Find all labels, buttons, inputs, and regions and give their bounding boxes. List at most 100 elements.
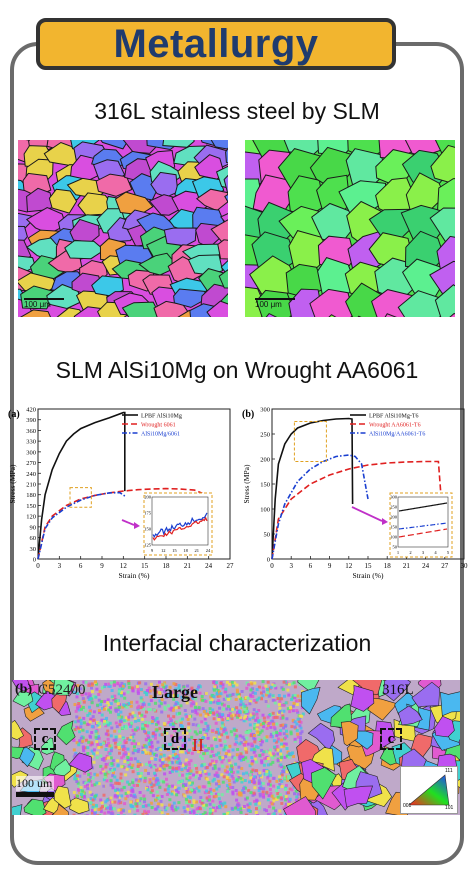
x-tick-label: 9 — [328, 562, 332, 570]
grain — [343, 785, 374, 808]
banner-title: Metallurgy — [113, 21, 319, 66]
inset-y-tick-label: 125 — [144, 543, 152, 548]
inset-y-tick-label: 200 — [390, 515, 398, 520]
region-box-c-left: c — [34, 728, 56, 750]
label-large: Large — [152, 682, 198, 702]
grain — [383, 680, 412, 702]
grain — [48, 188, 78, 214]
legend-entry: LPBF AlSi10Mg-T6 — [369, 414, 419, 420]
inset-series-line — [398, 522, 448, 530]
grain — [56, 720, 76, 746]
grain — [12, 719, 24, 741]
grain — [328, 314, 337, 317]
scale-bar-left: 100 μm — [24, 298, 64, 309]
inset-x-tick-label: 15 — [172, 548, 177, 553]
y-axis-label: Stress (MPa) — [8, 464, 17, 503]
inset-x-tick-label: 24 — [206, 548, 211, 553]
y-tick-label: 390 — [26, 417, 36, 424]
zoom-arrow-head — [134, 522, 140, 529]
grain — [12, 690, 34, 708]
inset-x-tick-label: 4 — [434, 550, 437, 555]
grain — [223, 174, 228, 195]
grain — [434, 715, 455, 738]
grain — [350, 684, 375, 712]
grain — [173, 288, 208, 308]
grain — [23, 798, 47, 815]
grain — [225, 147, 228, 164]
grain — [309, 288, 355, 317]
y-tick-label: 330 — [26, 439, 36, 446]
grain — [163, 227, 197, 247]
grain — [384, 313, 397, 317]
y-tick-label: 300 — [260, 407, 270, 414]
y-tick-label: 0 — [267, 557, 270, 564]
x-tick-label: 15 — [141, 562, 149, 570]
tensile-chart-a: 0 3 6 9 12 15 18 21 24 27030609012015018021024027… — [8, 407, 234, 581]
ebsd-map-316l-right: 100 μm — [245, 140, 455, 317]
grain — [69, 797, 90, 815]
section-interface-title: Interfacial characterization — [102, 630, 372, 656]
zoom-box — [69, 487, 92, 508]
inset-y-tick-label: 200 — [144, 495, 152, 500]
interface-scale-label: 100 um — [16, 776, 54, 791]
ebsd-map-316l-left: 100 μm — [18, 140, 228, 317]
region-label-ii: II — [192, 735, 204, 755]
y-tick-label: 120 — [26, 514, 36, 521]
scale-bar-line-left — [24, 298, 64, 300]
series-line — [37, 411, 126, 560]
grain — [449, 313, 455, 317]
inset-x-tick-label: 1 — [397, 550, 399, 555]
grain — [19, 309, 52, 317]
grain — [12, 746, 25, 760]
x-tick-label: 9 — [100, 562, 104, 570]
region-box-d: d — [164, 728, 186, 750]
inset-y-tick-label: 150 — [144, 527, 152, 532]
grain — [52, 803, 69, 815]
scale-label-left: 100 μm — [24, 300, 51, 309]
x-axis-label: Strain (%) — [118, 571, 150, 580]
y-tick-label: 150 — [260, 482, 270, 489]
grain — [210, 140, 228, 150]
ipf-triangle — [408, 774, 450, 806]
x-tick-label: 3 — [58, 562, 62, 570]
inset-x-tick-label: 12 — [161, 548, 166, 553]
series-line — [37, 487, 205, 560]
section-316l-title: 316L stainless steel by SLM — [94, 98, 380, 124]
inset-y-tick-label: 300 — [390, 495, 398, 500]
inset-x-tick-label: 3 — [422, 550, 425, 555]
interface-scale-bar: 100 um — [16, 776, 54, 797]
y-tick-label: 300 — [26, 449, 36, 456]
inset-series-line — [398, 528, 448, 538]
grain — [121, 301, 161, 317]
panel-label: (a) — [8, 409, 20, 420]
inset-y-tick-label: 175 — [144, 511, 152, 516]
series-line — [271, 417, 354, 560]
grain — [224, 193, 228, 204]
y-tick-label: 100 — [260, 507, 270, 514]
x-tick-label: 24 — [205, 562, 213, 570]
inset-x-tick-label: 2 — [409, 550, 411, 555]
inset-x-tick-label: 21 — [195, 548, 200, 553]
grain — [357, 315, 362, 317]
x-tick-label: 15 — [365, 562, 373, 570]
ipf-label-111: 111 — [445, 768, 453, 774]
inset-x-tick-label: 9 — [151, 548, 154, 553]
inset-series-line — [152, 512, 208, 539]
inset-y-tick-label: 50 — [393, 545, 398, 550]
series-line — [271, 460, 443, 560]
y-tick-label: 240 — [26, 471, 36, 478]
legend-entry: Wrought AA6061-T6 — [369, 423, 421, 429]
grain — [40, 737, 55, 755]
grain — [310, 767, 337, 800]
grain — [434, 284, 455, 317]
x-tick-label: 0 — [270, 562, 274, 570]
y-tick-label: 210 — [26, 482, 36, 489]
grain — [12, 804, 23, 815]
x-tick-label: 24 — [422, 562, 430, 570]
y-tick-label: 180 — [26, 492, 36, 499]
x-tick-label: 30 — [461, 562, 469, 570]
grain — [218, 269, 228, 289]
interface-scale-line — [16, 792, 54, 797]
y-tick-label: 30 — [30, 546, 37, 553]
y-tick-label: 0 — [33, 557, 36, 564]
